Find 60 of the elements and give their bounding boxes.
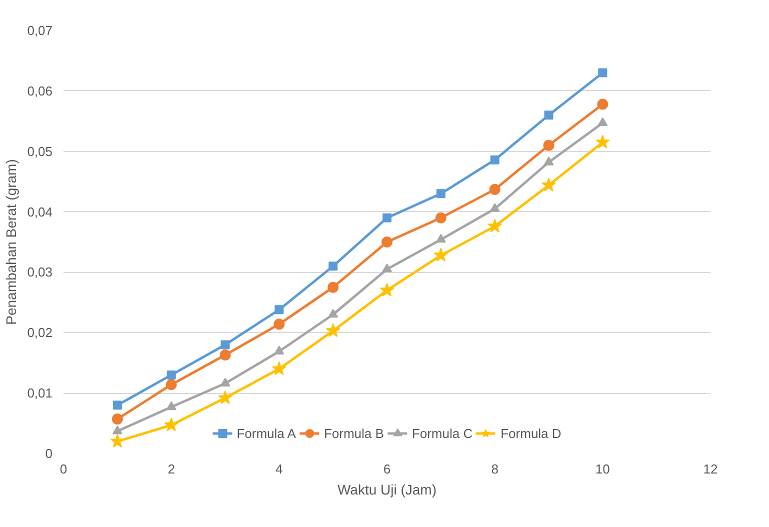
point bbox=[597, 98, 608, 110]
y-tick-label: 0,07 bbox=[27, 23, 53, 38]
point bbox=[272, 361, 286, 376]
point bbox=[326, 323, 340, 337]
x-tick-label: 0 bbox=[60, 462, 68, 476]
x-axis-title: Waktu Uji (Jam) bbox=[337, 482, 437, 498]
y-tick-label: 0,04 bbox=[27, 204, 53, 220]
point bbox=[490, 203, 500, 212]
point bbox=[274, 305, 284, 314]
point bbox=[380, 282, 394, 297]
y-tick-label: 0,03 bbox=[27, 264, 53, 280]
y-tick-label: 0 bbox=[45, 446, 53, 461]
point bbox=[434, 248, 448, 262]
point bbox=[382, 236, 392, 248]
point bbox=[166, 370, 176, 380]
x-tick-label: 8 bbox=[491, 462, 498, 476]
point bbox=[598, 117, 608, 126]
x-tick-label: 2 bbox=[168, 462, 175, 476]
point bbox=[274, 318, 285, 330]
legend-label: Formula A bbox=[236, 426, 296, 440]
y-tick-label: 0,05 bbox=[27, 144, 53, 159]
legend-label: Formula B bbox=[324, 426, 384, 440]
point bbox=[436, 189, 446, 198]
point bbox=[166, 401, 176, 410]
point bbox=[544, 156, 554, 166]
y-tick-label: 0,02 bbox=[27, 325, 53, 340]
point bbox=[490, 155, 500, 164]
point bbox=[543, 140, 554, 151]
y-axis-title: Penambahan Berat (gram) bbox=[3, 159, 20, 325]
point bbox=[435, 212, 446, 224]
point bbox=[220, 378, 230, 386]
point bbox=[382, 263, 392, 272]
point bbox=[328, 282, 339, 293]
point bbox=[488, 218, 502, 232]
point bbox=[164, 418, 178, 432]
point bbox=[382, 213, 392, 222]
point bbox=[596, 134, 610, 148]
x-tick-label: 10 bbox=[595, 462, 610, 476]
x-tick-label: 12 bbox=[703, 462, 718, 476]
y-tick-label: 0,06 bbox=[27, 83, 53, 98]
point bbox=[112, 425, 122, 434]
point bbox=[544, 110, 554, 120]
x-tick-label: 4 bbox=[276, 462, 283, 476]
point bbox=[489, 184, 500, 195]
point bbox=[218, 390, 232, 404]
legend-label: Formula C bbox=[412, 426, 473, 440]
point bbox=[220, 340, 230, 350]
point bbox=[112, 400, 122, 410]
point bbox=[328, 262, 338, 271]
x-tick-label: 6 bbox=[383, 462, 391, 476]
y-tick-label: 0,01 bbox=[27, 386, 53, 401]
point bbox=[220, 350, 231, 360]
point bbox=[274, 346, 284, 354]
point bbox=[112, 414, 123, 425]
point bbox=[598, 68, 608, 78]
point bbox=[436, 234, 446, 243]
legend-label: Formula D bbox=[500, 426, 562, 440]
point bbox=[166, 379, 177, 390]
point bbox=[542, 178, 556, 192]
point bbox=[328, 308, 338, 318]
